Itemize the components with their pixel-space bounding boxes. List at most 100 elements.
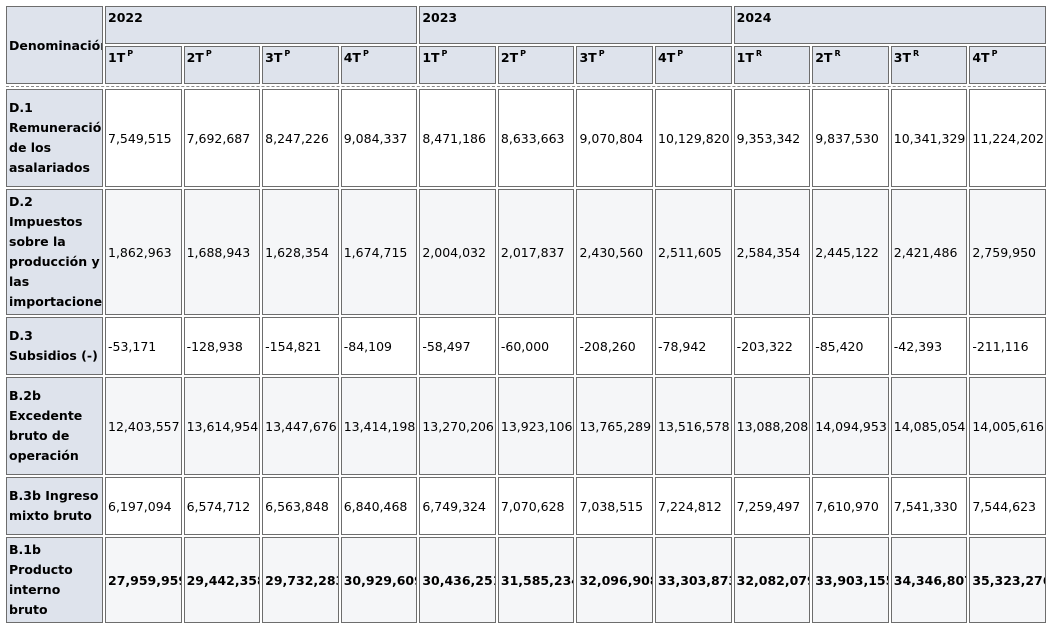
- value-cell: 30,929,609: [340, 537, 418, 623]
- value-cell: 6,840,468: [340, 477, 418, 535]
- quarter-label: 4T: [972, 50, 990, 65]
- value-cell: 9,070,804: [576, 89, 654, 187]
- value-cell: 13,923,106: [497, 377, 575, 475]
- value-cell: 7,541,330: [890, 477, 968, 535]
- table-row: B.1b Producto interno bruto 27,959,959 29,…: [6, 537, 1046, 623]
- row-label: B.3b Ingreso mixto bruto: [6, 477, 103, 535]
- header-separator: [6, 86, 1046, 87]
- value-cell: 2,511,605: [655, 189, 732, 315]
- year-header-2022: 2022: [105, 6, 418, 44]
- value-cell: 2,759,950: [969, 189, 1046, 315]
- value-cell: 8,247,226: [262, 89, 339, 187]
- value-cell: 14,085,054: [890, 377, 968, 475]
- value-cell: -85,420: [812, 317, 889, 375]
- value-cell: 13,447,676: [262, 377, 339, 475]
- quarter-header: 2T P: [183, 46, 261, 84]
- value-cell: -78,942: [655, 317, 732, 375]
- separator-line: [6, 86, 1046, 87]
- value-cell: 9,837,530: [812, 89, 889, 187]
- row-label: D.1 Remuneración de los asalariados: [6, 89, 103, 187]
- gdp-income-table-container: Denominación 2022 2023 2024 1T P 2T P 3T P 4T P…: [4, 4, 1048, 625]
- quarter-flag: P: [598, 49, 605, 58]
- value-cell: 2,430,560: [576, 189, 654, 315]
- quarter-label: 2T: [186, 50, 204, 65]
- table-row: D.1 Remuneración de los asalariados 7,549…: [6, 89, 1046, 187]
- value-cell: 13,765,289: [576, 377, 654, 475]
- value-cell: 6,749,324: [419, 477, 496, 535]
- value-cell: -203,322: [733, 317, 811, 375]
- value-cell: 8,633,663: [497, 89, 575, 187]
- value-cell: -84,109: [340, 317, 418, 375]
- row-label: D.3 Subsidios (-): [6, 317, 103, 375]
- table-body: D.1 Remuneración de los asalariados 7,549…: [6, 86, 1046, 623]
- quarter-flag: P: [991, 49, 998, 58]
- row-label: D.2 Impuestos sobre la producción y las …: [6, 189, 103, 315]
- quarter-header: 1T P: [419, 46, 496, 84]
- value-cell: 10,129,820: [655, 89, 732, 187]
- quarter-flag: R: [834, 49, 841, 58]
- value-cell: 32,082,079: [733, 537, 811, 623]
- value-cell: 7,544,623: [969, 477, 1046, 535]
- quarter-header: 3T R: [890, 46, 968, 84]
- quarter-header: 1T P: [105, 46, 182, 84]
- quarter-flag: P: [677, 49, 684, 58]
- quarter-header: 2T R: [812, 46, 889, 84]
- quarter-flag: P: [127, 49, 134, 58]
- row-label: B.2b Excedente bruto de operación: [6, 377, 103, 475]
- quarter-header: 4T P: [340, 46, 418, 84]
- value-cell: 11,224,202: [969, 89, 1046, 187]
- quarter-flag: P: [520, 49, 526, 58]
- quarter-label: 3T: [579, 50, 597, 65]
- value-cell: 1,628,354: [262, 189, 339, 315]
- value-cell: 10,341,329: [890, 89, 968, 187]
- value-cell: -53,171: [105, 317, 182, 375]
- table-row: B.3b Ingreso mixto bruto 6,197,094 6,574,7…: [6, 477, 1046, 535]
- quarter-flag: P: [362, 49, 369, 58]
- value-cell: 1,674,715: [340, 189, 418, 315]
- value-cell: 6,563,848: [262, 477, 339, 535]
- quarter-flag: R: [755, 49, 763, 58]
- table-row: B.2b Excedente bruto de operación 12,403,…: [6, 377, 1046, 475]
- value-cell: -211,116: [969, 317, 1046, 375]
- value-cell: 29,442,358: [183, 537, 261, 623]
- quarter-label: 1T: [422, 50, 440, 65]
- value-cell: 29,732,283: [262, 537, 339, 623]
- quarter-header: 3T P: [262, 46, 339, 84]
- value-cell: 1,688,943: [183, 189, 261, 315]
- year-header-2023: 2023: [419, 6, 732, 44]
- quarter-header: 4T P: [969, 46, 1046, 84]
- denomination-header: Denominación: [6, 6, 103, 84]
- quarter-label: 2T: [815, 50, 833, 65]
- value-cell: 32,096,908: [576, 537, 654, 623]
- value-cell: 13,414,198: [340, 377, 418, 475]
- value-cell: -60,000: [497, 317, 575, 375]
- quarter-label: 1T: [108, 50, 126, 65]
- quarter-flag: P: [284, 49, 291, 58]
- value-cell: 2,421,486: [890, 189, 968, 315]
- value-cell: 6,574,712: [183, 477, 261, 535]
- value-cell: 31,585,234: [497, 537, 575, 623]
- value-cell: 2,445,122: [812, 189, 889, 315]
- value-cell: 7,259,497: [733, 477, 811, 535]
- table-row: D.3 Subsidios (-) -53,171 -128,938 -154,821…: [6, 317, 1046, 375]
- table-row: D.2 Impuestos sobre la producción y las …: [6, 189, 1046, 315]
- quarter-label: 3T: [893, 50, 912, 65]
- value-cell: 12,403,557: [105, 377, 182, 475]
- quarter-label: 3T: [265, 50, 283, 65]
- value-cell: 14,094,953: [812, 377, 889, 475]
- value-cell: 14,005,616: [969, 377, 1046, 475]
- quarter-label: 2T: [500, 50, 519, 65]
- quarter-label: 4T: [658, 50, 676, 65]
- value-cell: 2,017,837: [497, 189, 575, 315]
- value-cell: 1,862,963: [105, 189, 182, 315]
- value-cell: 13,614,954: [183, 377, 261, 475]
- value-cell: 34,346,807: [890, 537, 968, 623]
- value-cell: 7,610,970: [812, 477, 889, 535]
- value-cell: 13,088,208: [733, 377, 811, 475]
- quarter-header: 2T P: [497, 46, 575, 84]
- quarter-label: 4T: [343, 50, 361, 65]
- value-cell: 30,436,251: [419, 537, 496, 623]
- quarter-flag: R: [913, 49, 920, 58]
- value-cell: 33,303,873: [655, 537, 732, 623]
- quarter-flag: P: [441, 49, 448, 58]
